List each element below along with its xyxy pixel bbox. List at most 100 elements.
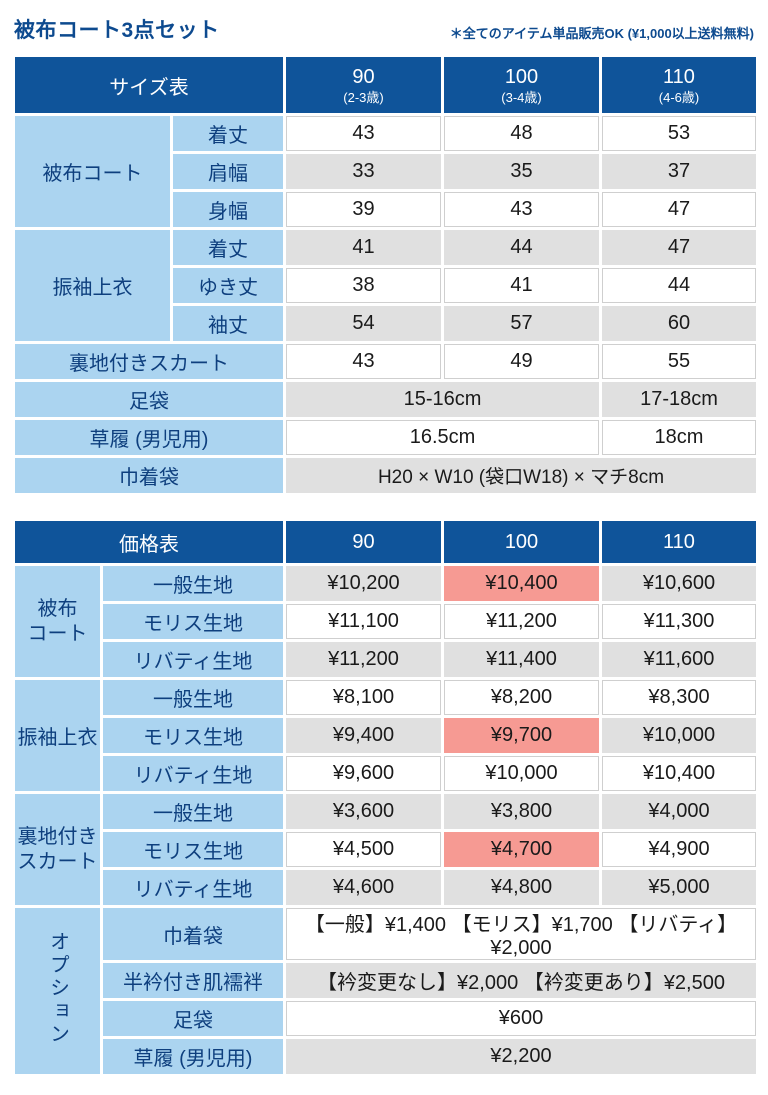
price-cell: ¥11,400 — [441, 639, 602, 680]
fabric-label: モリス生地 — [100, 715, 286, 756]
size-value-cell: 17-18cm — [599, 379, 759, 420]
price-col-header-90: 90 — [283, 518, 444, 566]
row-label: 着丈 — [170, 227, 286, 268]
size-value-cell: 37 — [599, 151, 759, 192]
option-label: 草履 (男児用) — [100, 1036, 286, 1077]
option-label: 半衿付き肌襦袢 — [100, 960, 286, 1001]
row-label: 着丈 — [170, 113, 286, 154]
fabric-label: 一般生地 — [100, 791, 286, 832]
table-row: 足袋 15-16cm 17-18cm — [12, 379, 759, 420]
fabric-label: リバティ生地 — [100, 867, 286, 908]
fabric-label: 一般生地 — [100, 563, 286, 604]
option-label: 足袋 — [100, 998, 286, 1039]
price-cell: ¥8,100 — [283, 677, 444, 718]
size-value-cell: 41 — [441, 265, 602, 306]
price-cell: ¥8,200 — [441, 677, 602, 718]
row-label: 肩幅 — [170, 151, 286, 192]
price-cell: ¥11,200 — [441, 601, 602, 642]
size-value-cell: 35 — [441, 151, 602, 192]
size-value-cell: 39 — [283, 189, 444, 230]
price-cell: ¥5,000 — [599, 867, 759, 908]
price-cell: ¥4,800 — [441, 867, 602, 908]
group-label-hifu-coat: 被布コート — [12, 113, 173, 230]
row-label-kinchaku: 巾着袋 — [12, 455, 286, 496]
size-value-cell: 16.5cm — [283, 417, 602, 458]
group-label-lined-skirt: 裏地付き スカート — [12, 791, 103, 908]
option-price-cell: ¥600 — [283, 998, 759, 1039]
size-value-cell: 15-16cm — [283, 379, 602, 420]
table-row: 肩幅 33 35 37 — [14, 151, 759, 192]
size-value-cell: 48 — [441, 113, 602, 154]
size-col-size-100: 100 — [504, 65, 539, 88]
size-value-cell: 49 — [441, 341, 602, 382]
size-value-cell: 47 — [599, 189, 759, 230]
price-cell: ¥10,600 — [599, 563, 759, 604]
table-row: 巾着袋 H20 × W10 (袋口W18) × マチ8cm — [12, 455, 759, 496]
price-cell: ¥11,300 — [599, 601, 759, 642]
price-cell: ¥4,500 — [283, 829, 444, 870]
fabric-label: 一般生地 — [100, 677, 286, 718]
size-table-title: サイズ表 — [12, 54, 286, 116]
price-cell: ¥9,400 — [283, 715, 444, 756]
size-value-cell: 47 — [599, 227, 759, 268]
table-row: 振袖上衣 一般生地 ¥8,100 ¥8,200 ¥8,300 — [12, 677, 759, 794]
table-row: リバティ生地 ¥9,600 ¥10,000 ¥10,400 — [14, 753, 759, 794]
price-cell: ¥10,000 — [599, 715, 759, 756]
table-row: 振袖上衣 着丈 41 44 47 — [12, 227, 759, 344]
size-col-age-110: (4-6歳) — [658, 89, 700, 105]
group-label-options: オプション — [12, 905, 103, 1077]
size-col-age-90: (2-3歳) — [343, 89, 384, 105]
group-label-furisode-top: 振袖上衣 — [12, 227, 173, 344]
size-value-cell: 55 — [599, 341, 759, 382]
price-cell: ¥10,200 — [283, 563, 444, 604]
row-label: 身幅 — [170, 189, 286, 230]
size-value-cell: 38 — [283, 265, 444, 306]
topbar: 被布コート3点セット ＊全てのアイテム単品販売OK (¥1,000以上送料無料) — [12, 10, 756, 54]
table-row: 草履 (男児用) ¥2,200 — [14, 1036, 759, 1077]
fabric-label: モリス生地 — [100, 829, 286, 870]
table-row: 被布コート 着丈 43 48 53 — [12, 113, 759, 230]
price-cell: ¥4,600 — [283, 867, 444, 908]
size-col-header-90: 90 (2-3歳) — [283, 54, 444, 116]
table-row: ゆき丈 38 41 44 — [14, 265, 759, 306]
price-cell: ¥3,800 — [441, 791, 602, 832]
size-value-cell: 53 — [599, 113, 759, 154]
size-col-size-110: 110 — [663, 65, 695, 88]
table-row: 草履 (男児用) 16.5cm 18cm — [12, 417, 759, 458]
price-table-header-row: 価格表 90 100 110 — [12, 518, 759, 566]
row-label-tabi: 足袋 — [12, 379, 286, 420]
size-value-cell: 44 — [441, 227, 602, 268]
price-cell: ¥4,000 — [599, 791, 759, 832]
price-col-header-110: 110 — [599, 518, 759, 566]
price-cell-highlighted: ¥9,700 — [441, 715, 602, 756]
size-value-cell: 43 — [283, 113, 444, 154]
table-row: リバティ生地 ¥11,200 ¥11,400 ¥11,600 — [14, 639, 759, 680]
price-col-header-100: 100 — [441, 518, 602, 566]
table-row: 袖丈 54 57 60 — [14, 303, 759, 344]
price-cell: ¥4,900 — [599, 829, 759, 870]
table-row: 半衿付き肌襦袢 【衿変更なし】¥2,000 【衿変更あり】¥2,500 — [14, 960, 759, 1001]
size-col-age-100: (3-4歳) — [501, 89, 542, 105]
size-value-cell: 54 — [283, 303, 444, 344]
table-gap — [12, 496, 756, 518]
table-row: モリス生地 ¥4,500 ¥4,700 ¥4,900 — [14, 829, 759, 870]
size-value-cell: H20 × W10 (袋口W18) × マチ8cm — [283, 455, 759, 496]
row-label: ゆき丈 — [170, 265, 286, 306]
table-row: 身幅 39 43 47 — [14, 189, 759, 230]
size-value-cell: 33 — [283, 151, 444, 192]
price-cell: ¥10,400 — [599, 753, 759, 794]
price-cell: ¥3,600 — [283, 791, 444, 832]
size-value-cell: 57 — [441, 303, 602, 344]
price-cell-highlighted: ¥10,400 — [441, 563, 602, 604]
option-price-cell: 【一般】¥1,400 【モリス】¥1,700 【リバティ】¥2,000 — [283, 905, 759, 963]
group-label-furisode-top: 振袖上衣 — [12, 677, 103, 794]
price-cell: ¥11,200 — [283, 639, 444, 680]
size-value-cell: 43 — [283, 341, 444, 382]
table-row: 裏地付きスカート 43 49 55 — [12, 341, 759, 382]
price-cell: ¥8,300 — [599, 677, 759, 718]
table-row: モリス生地 ¥9,400 ¥9,700 ¥10,000 — [14, 715, 759, 756]
price-cell: ¥10,000 — [441, 753, 602, 794]
size-col-header-110: 110 (4-6歳) — [599, 54, 759, 116]
size-table-header-row: サイズ表 90 (2-3歳) 100 (3-4歳) 110 (4-6歳) — [12, 54, 759, 116]
options-vertical-label: オプション — [46, 930, 69, 1046]
